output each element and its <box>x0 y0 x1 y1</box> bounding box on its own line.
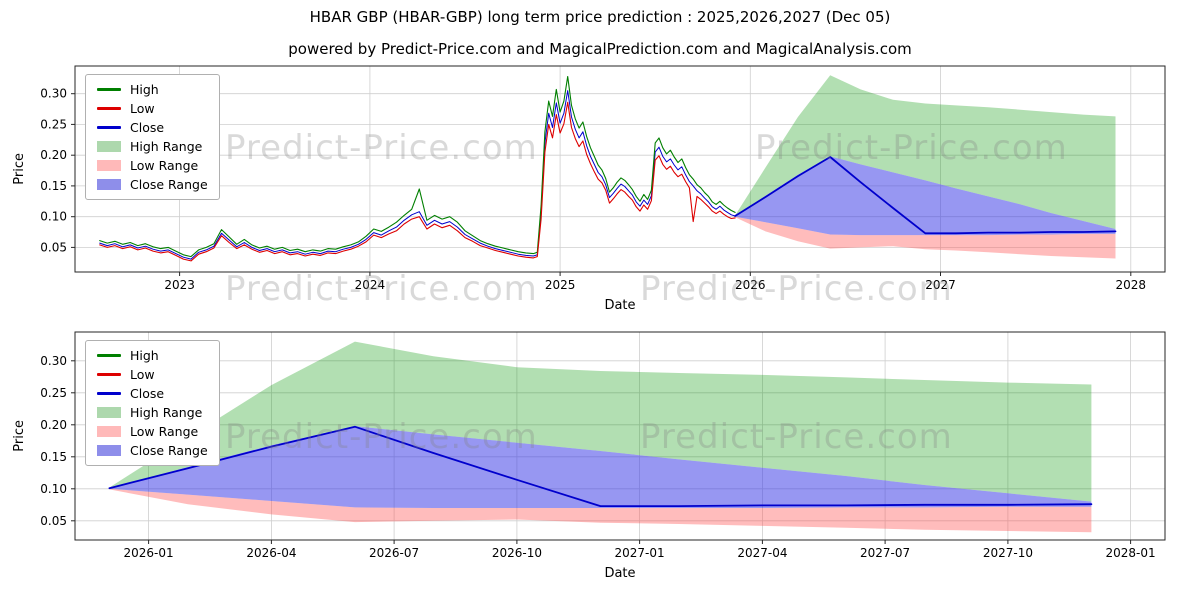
legend-label: Low <box>130 101 155 116</box>
y-axis-label: Price <box>11 420 27 452</box>
svg-text:0.05: 0.05 <box>40 240 67 254</box>
svg-text:0.20: 0.20 <box>40 418 67 432</box>
legend-label: High Range <box>130 405 203 420</box>
figure-history-and-forecast: Price 2023 2024 2025 2026 2027 2028 0.05 0.10 0.… <box>12 65 1166 313</box>
legend-swatch-close-line <box>97 126 121 129</box>
legend-item-high: High <box>97 82 208 97</box>
legend-item-high-range: High Range <box>97 405 208 420</box>
svg-text:2026-07: 2026-07 <box>369 546 419 560</box>
legend-label: High <box>130 348 159 363</box>
legend-label: Close <box>130 386 165 401</box>
legend: High Low Close High Range Low Range Clos… <box>85 74 220 200</box>
svg-text:0.30: 0.30 <box>40 354 67 368</box>
svg-text:0.30: 0.30 <box>40 87 67 101</box>
x-axis-label: Date <box>604 298 636 313</box>
legend-item-close-range: Close Range <box>97 177 208 192</box>
figure-forecast-detail: Price 2026-01 2026-04 2026-07 2026-10 2027-0… <box>12 331 1166 581</box>
legend-item-low: Low <box>97 101 208 116</box>
legend-swatch-low-range-patch <box>97 160 121 171</box>
page-subtitle: powered by Predict-Price.com and Magical… <box>288 40 912 58</box>
svg-text:2026-10: 2026-10 <box>492 546 542 560</box>
legend: High Low Close High Range Low Range Clos… <box>85 340 220 466</box>
legend-item-close: Close <box>97 386 208 401</box>
legend-swatch-high-range-patch <box>97 407 121 418</box>
legend-swatch-high-range-patch <box>97 141 121 152</box>
legend-label: Low <box>130 367 155 382</box>
legend-swatch-high-line <box>97 88 121 91</box>
legend-label: High <box>130 82 159 97</box>
legend-item-low-range: Low Range <box>97 424 208 439</box>
svg-text:2027: 2027 <box>925 278 956 292</box>
legend-label: Close Range <box>130 177 208 192</box>
svg-text:2028-01: 2028-01 <box>1106 546 1156 560</box>
svg-text:0.25: 0.25 <box>40 386 67 400</box>
legend-swatch-low-range-patch <box>97 426 121 437</box>
legend-item-high: High <box>97 348 208 363</box>
svg-text:2023: 2023 <box>164 278 195 292</box>
legend-label: Low Range <box>130 424 199 439</box>
svg-text:0.15: 0.15 <box>40 179 67 193</box>
legend-item-high-range: High Range <box>97 139 208 154</box>
x-axis-label: Date <box>604 566 636 581</box>
svg-text:0.10: 0.10 <box>40 210 67 224</box>
legend-label: High Range <box>130 139 203 154</box>
legend-label: Close <box>130 120 165 135</box>
svg-text:2024: 2024 <box>355 278 386 292</box>
legend-label: Close Range <box>130 443 208 458</box>
legend-swatch-close-range-patch <box>97 179 121 190</box>
svg-text:0.25: 0.25 <box>40 117 67 131</box>
svg-text:2025: 2025 <box>545 278 576 292</box>
legend-swatch-high-line <box>97 354 121 357</box>
legend-swatch-low-line <box>97 107 121 110</box>
svg-text:2026-04: 2026-04 <box>246 546 296 560</box>
svg-text:2026: 2026 <box>735 278 766 292</box>
chart-2-plot-area: 2026-01 2026-04 2026-07 2026-10 2027-01 2027-… <box>40 331 1166 560</box>
svg-text:2027-10: 2027-10 <box>983 546 1033 560</box>
legend-swatch-close-line <box>97 392 121 395</box>
y-axis-label: Price <box>11 153 27 185</box>
legend-swatch-low-line <box>97 373 121 376</box>
svg-text:0.20: 0.20 <box>40 148 67 162</box>
svg-text:0.10: 0.10 <box>40 482 67 496</box>
svg-text:2027-01: 2027-01 <box>615 546 665 560</box>
legend-label: Low Range <box>130 158 199 173</box>
legend-item-low: Low <box>97 367 208 382</box>
svg-text:2026-01: 2026-01 <box>124 546 174 560</box>
legend-item-close-range: Close Range <box>97 443 208 458</box>
chart-1-plot-area: 2023 2024 2025 2026 2027 2028 0.05 0.10 0.15 0.20… <box>40 65 1166 292</box>
svg-text:0.05: 0.05 <box>40 514 67 528</box>
page-title: HBAR GBP (HBAR-GBP) long term price pred… <box>309 8 891 26</box>
legend-item-low-range: Low Range <box>97 158 208 173</box>
legend-item-close: Close <box>97 120 208 135</box>
svg-text:2027-07: 2027-07 <box>860 546 910 560</box>
legend-swatch-close-range-patch <box>97 445 121 456</box>
svg-text:2027-04: 2027-04 <box>737 546 787 560</box>
svg-text:2028: 2028 <box>1116 278 1147 292</box>
svg-text:0.15: 0.15 <box>40 450 67 464</box>
